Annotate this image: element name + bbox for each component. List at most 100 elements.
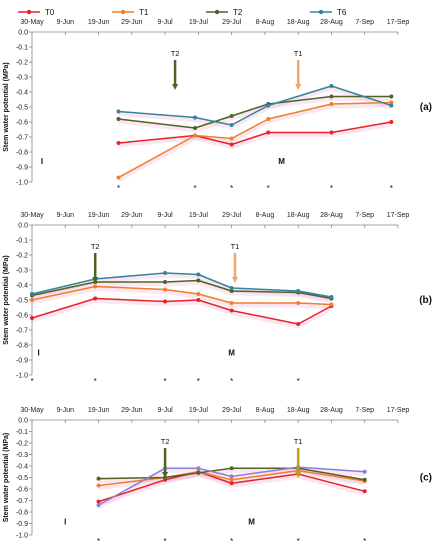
y-tick-label: -0.3	[16, 268, 28, 275]
x-tick-label: 7-Sep	[355, 407, 374, 414]
x-tick-label: 17-Sep	[387, 19, 410, 26]
y-tick-label: -0.3	[16, 75, 28, 82]
legend-item-t1: T1	[112, 8, 149, 17]
data-point	[229, 123, 234, 127]
x-tick-label: 19-Jul	[189, 407, 209, 414]
legend-marker	[214, 9, 220, 15]
x-tick-label: 9-Jun	[57, 407, 75, 414]
phase-annotation: I	[38, 349, 40, 358]
y-tick-label: -0.2	[16, 253, 28, 260]
data-point	[229, 142, 234, 147]
data-point	[266, 103, 271, 108]
y-tick-label: -0.9	[16, 358, 28, 365]
y-tick-label: -0.7	[16, 328, 28, 335]
y-tick-label: -0.5	[16, 475, 28, 482]
y-tick-label: -0.1	[16, 238, 28, 245]
x-tick-label: 30-May	[20, 407, 44, 414]
y-axis-label: Stem water potential (MPa)	[3, 433, 10, 522]
data-point	[362, 469, 367, 474]
y-tick-label: -0.1	[16, 45, 28, 52]
series-t0	[30, 296, 334, 326]
significance-star: *	[193, 184, 196, 193]
arrow-t1: T1	[231, 242, 239, 283]
data-point	[229, 289, 234, 293]
data-point	[266, 117, 271, 121]
y-tick-label: -1.0	[16, 180, 28, 187]
panel-label: (c)	[420, 473, 432, 484]
x-tick-label: 28-Aug	[320, 19, 343, 26]
arrow-label: T1	[294, 49, 303, 58]
x-tick-label: 29-Jun	[121, 19, 143, 26]
x-tick-label: 19-Jun	[88, 212, 110, 219]
data-point	[30, 316, 34, 320]
x-tick-label: 30-May	[20, 212, 44, 219]
y-tick-label: -1.0	[16, 533, 28, 540]
significance-star: *	[330, 184, 333, 193]
legend-marker	[26, 9, 32, 15]
legend: T0 T1 T2 T6	[18, 8, 347, 17]
data-point	[93, 284, 98, 289]
series-line	[118, 121, 392, 146]
y-tick-label: -0.6	[16, 120, 28, 127]
data-point	[362, 477, 367, 482]
y-tick-label: -0.7	[16, 135, 28, 142]
data-point	[193, 126, 198, 130]
arrow-head	[92, 277, 99, 283]
legend-label: T2	[233, 8, 243, 17]
series-shadow	[31, 287, 332, 309]
significance-star: *	[94, 377, 97, 386]
significance-star: *	[230, 537, 233, 546]
data-point	[196, 272, 201, 277]
x-tick-label: 9-Jun	[57, 19, 75, 26]
data-point	[196, 470, 201, 475]
y-tick-label: -0.9	[16, 521, 28, 528]
y-tick-label: -0.3	[16, 452, 28, 459]
series-shadow	[118, 86, 392, 130]
x-tick-label: 19-Jul	[189, 19, 209, 26]
data-point	[389, 120, 394, 124]
arrow-head	[172, 84, 179, 90]
y-tick-label: -0.6	[16, 313, 28, 320]
data-point	[296, 289, 301, 293]
data-point	[196, 292, 201, 296]
x-tick-label: 7-Sep	[355, 19, 374, 26]
data-point	[389, 100, 394, 105]
data-point	[329, 102, 334, 106]
panel-label: (a)	[420, 102, 432, 113]
arrow-label: T1	[294, 437, 303, 446]
data-point	[229, 466, 234, 471]
series-shadow	[97, 472, 366, 507]
y-tick-label: 0.0	[18, 418, 28, 425]
y-tick-label: -0.4	[16, 464, 28, 471]
series-shadow	[31, 299, 333, 329]
data-point	[163, 287, 168, 292]
x-tick-label: 9-Jul	[157, 407, 173, 414]
x-tick-label: 18-Aug	[287, 212, 310, 219]
significance-star: *	[363, 537, 366, 546]
data-point	[96, 483, 101, 488]
arrow-t2: T2	[91, 242, 100, 283]
legend-marker	[318, 9, 324, 15]
x-tick-label: 19-Jun	[88, 19, 110, 26]
x-tick-label: 8-Aug	[256, 407, 275, 414]
data-point	[296, 322, 301, 326]
data-point	[93, 296, 98, 301]
chart-panel-c: 30-May 9-Jun 19-Jun 29-Jun 9-Jul 19-Jul 29-Jul…	[3, 407, 432, 546]
series-t6	[116, 84, 394, 127]
significance-star: *	[197, 377, 200, 386]
series-shadow	[118, 97, 392, 133]
x-tick-label: 19-Jul	[189, 212, 209, 219]
x-tick-label: 29-Jun	[121, 212, 143, 219]
x-tick-label: 30-May	[20, 19, 44, 26]
data-point	[96, 476, 101, 481]
x-tick-label: 29-Jul	[222, 407, 242, 414]
arrow-head	[231, 277, 238, 283]
x-tick-label: 29-Jul	[222, 19, 242, 26]
x-tick-label: 9-Jul	[157, 19, 173, 26]
y-tick-label: -0.7	[16, 498, 28, 505]
arrow-head	[295, 84, 302, 90]
significance-star: *	[390, 184, 393, 193]
x-tick-label: 18-Aug	[287, 19, 310, 26]
chart-panel-a: 30-May 9-Jun 19-Jun 29-Jun 9-Jul 19-Jul 29-Jul…	[3, 19, 432, 193]
y-tick-label: -0.5	[16, 105, 28, 112]
